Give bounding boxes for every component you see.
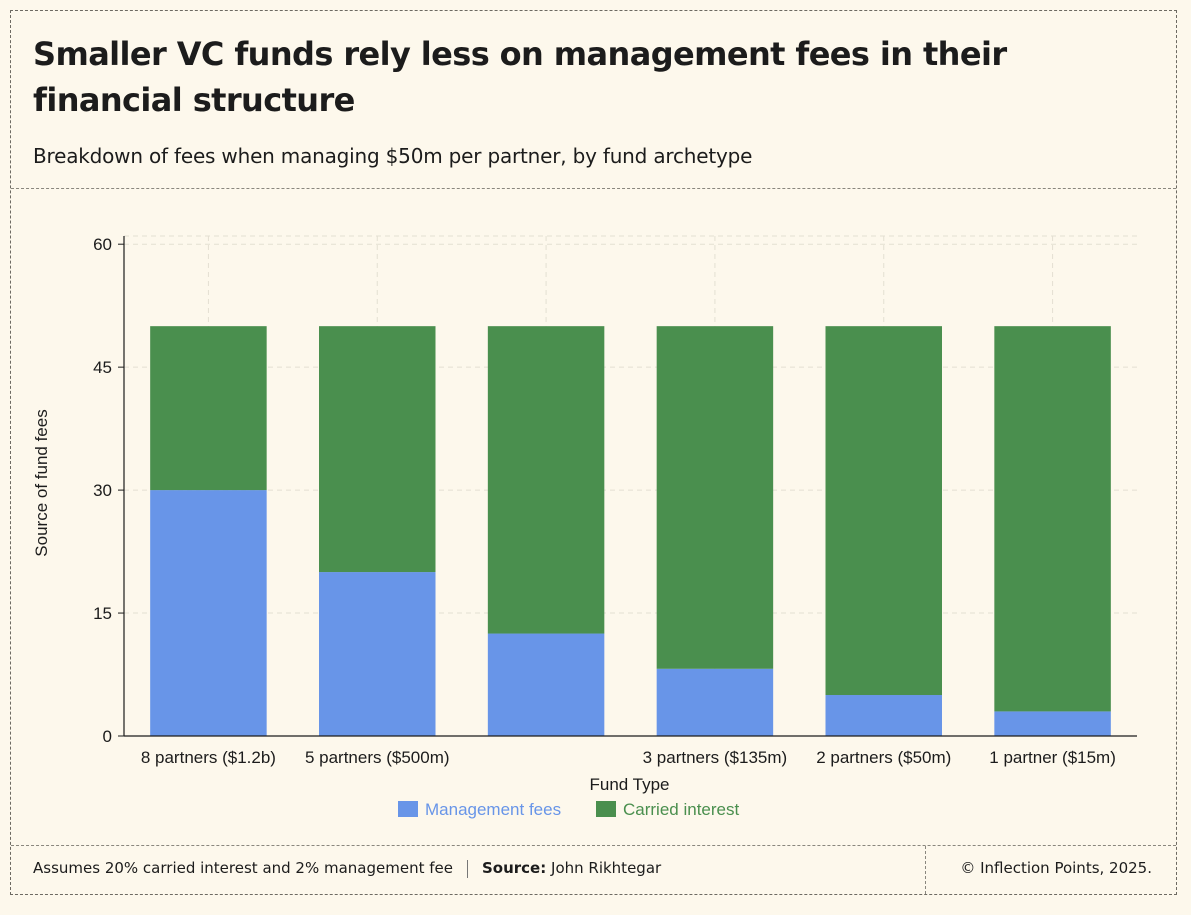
y-tick-label: 45 <box>93 358 112 377</box>
chart-title: Smaller VC funds rely less on management… <box>33 35 1007 119</box>
y-axis-title: Source of fund fees <box>32 409 51 556</box>
legend-swatch-carried <box>596 801 616 817</box>
x-tick-label: 5 partners ($500m) <box>305 748 450 767</box>
management-fees-bar <box>825 695 942 736</box>
y-tick-label: 0 <box>103 727 112 746</box>
chart-header: Smaller VC funds rely less on management… <box>11 11 1176 189</box>
chart-footer: Assumes 20% carried interest and 2% mana… <box>11 845 1176 894</box>
x-tick-label: 2 partners ($50m) <box>816 748 951 767</box>
source-value: John Rikhtegar <box>551 859 662 877</box>
carried-interest-bar <box>656 326 774 669</box>
copyright: © Inflection Points, 2025. <box>960 859 1152 877</box>
management-fees-bar <box>487 633 605 736</box>
x-tick-label: 3 partners ($135m) <box>643 748 788 767</box>
chart-subtitle: Breakdown of fees when managing $50m per… <box>33 144 753 168</box>
chart-card: Smaller VC funds rely less on management… <box>10 10 1177 895</box>
footer-note-area: Assumes 20% carried interest and 2% mana… <box>33 859 661 878</box>
legend-swatch-management <box>398 801 418 817</box>
management-fees-bar <box>150 490 267 736</box>
carried-interest-bar <box>487 326 605 634</box>
carried-interest-bar <box>150 326 267 491</box>
x-tick-label: 8 partners ($1.2b) <box>141 748 276 767</box>
x-axis-title: Fund Type <box>589 775 669 794</box>
copyright-cell: © Inflection Points, 2025. <box>925 846 1176 894</box>
assumption-note: Assumes 20% carried interest and 2% mana… <box>33 859 453 877</box>
y-tick-label: 15 <box>93 604 112 623</box>
source-label: Source: <box>481 859 547 877</box>
legend-label-carried: Carried interest <box>623 800 739 819</box>
carried-interest-bar <box>994 326 1111 712</box>
footer-divider <box>466 859 468 878</box>
legend-label-management: Management fees <box>425 800 561 819</box>
carried-interest-bar <box>825 326 942 696</box>
x-tick-label: 1 partner ($15m) <box>989 748 1116 767</box>
management-fees-bar <box>319 572 436 736</box>
carried-interest-bar <box>319 326 436 573</box>
y-tick-label: 30 <box>93 481 112 500</box>
management-fees-bar <box>656 668 774 736</box>
y-tick-label: 60 <box>93 235 112 254</box>
management-fees-bar <box>994 711 1111 736</box>
